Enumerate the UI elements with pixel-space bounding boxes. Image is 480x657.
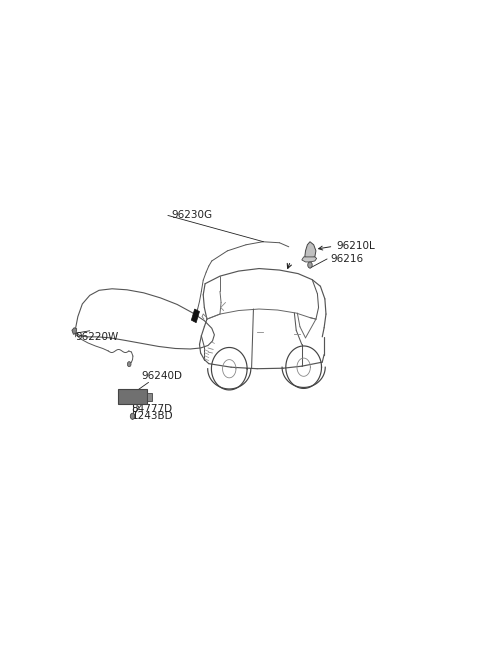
Text: 96240D: 96240D xyxy=(141,371,182,381)
Text: 96216: 96216 xyxy=(330,254,363,264)
Polygon shape xyxy=(192,309,200,323)
Polygon shape xyxy=(72,328,77,334)
Polygon shape xyxy=(305,242,316,258)
Text: 96220W: 96220W xyxy=(75,332,118,342)
Circle shape xyxy=(127,361,131,367)
Circle shape xyxy=(130,413,135,419)
FancyBboxPatch shape xyxy=(147,393,152,401)
Text: 84777D: 84777D xyxy=(132,403,172,414)
Text: 96230G: 96230G xyxy=(172,210,213,221)
FancyBboxPatch shape xyxy=(118,390,147,403)
Polygon shape xyxy=(302,257,317,262)
Text: 1243BD: 1243BD xyxy=(132,411,173,420)
Circle shape xyxy=(308,262,312,268)
Text: 96210L: 96210L xyxy=(336,241,375,251)
